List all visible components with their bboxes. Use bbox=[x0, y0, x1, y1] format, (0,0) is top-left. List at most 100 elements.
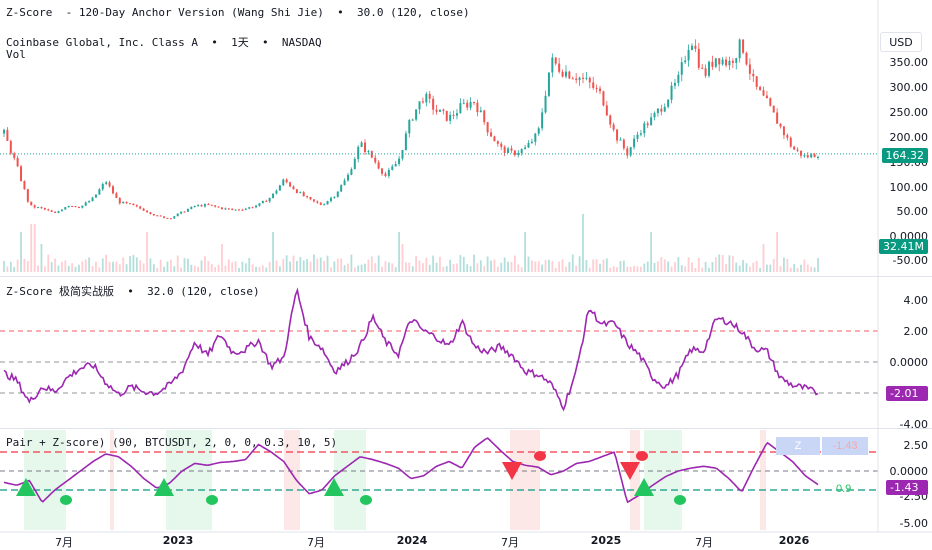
volume-bar bbox=[16, 259, 19, 272]
zscore-axis-label: -4.00 bbox=[899, 418, 928, 431]
volume-bar bbox=[629, 266, 632, 272]
candle bbox=[496, 141, 499, 144]
candle bbox=[9, 140, 12, 154]
indicator-title: Z-Score - 120-Day Anchor Version (Wang S… bbox=[6, 6, 470, 19]
candle bbox=[483, 110, 486, 123]
zscore-axis-label: 0.0000 bbox=[889, 356, 929, 369]
candle bbox=[650, 117, 653, 126]
volume-bar bbox=[718, 254, 721, 272]
volume-bar bbox=[735, 262, 738, 272]
candle bbox=[731, 60, 734, 63]
volume-bar bbox=[742, 259, 744, 272]
price-axis-label: -50.00 bbox=[892, 254, 928, 267]
candle bbox=[524, 147, 527, 150]
candle bbox=[367, 151, 370, 153]
candle bbox=[329, 197, 332, 202]
candle bbox=[231, 208, 234, 210]
candle bbox=[20, 166, 23, 182]
candle bbox=[721, 59, 724, 65]
candle bbox=[554, 57, 557, 64]
volume-bar bbox=[428, 264, 431, 272]
volume-bar bbox=[135, 257, 138, 272]
candle bbox=[622, 139, 625, 149]
volume-bar bbox=[575, 265, 578, 272]
volume-bar bbox=[469, 266, 472, 272]
candle bbox=[418, 101, 421, 110]
volume-bar bbox=[541, 264, 544, 272]
volume-bar bbox=[101, 258, 104, 272]
volume-bar bbox=[149, 258, 152, 272]
volume-bar bbox=[748, 266, 751, 272]
volume-bar bbox=[602, 259, 605, 272]
candle bbox=[176, 213, 179, 217]
volume-bar bbox=[108, 261, 111, 272]
candle bbox=[602, 91, 605, 106]
volume-bar bbox=[244, 263, 247, 272]
volume-bar bbox=[309, 261, 312, 272]
volume-bar bbox=[462, 256, 465, 272]
volume-bar bbox=[565, 266, 567, 272]
candle bbox=[810, 154, 813, 158]
candle bbox=[626, 148, 629, 156]
volume-bar bbox=[513, 255, 516, 272]
volume-bar bbox=[633, 265, 635, 272]
candle bbox=[152, 213, 155, 216]
candle bbox=[558, 63, 561, 72]
candle bbox=[98, 189, 101, 195]
volume-bar bbox=[381, 266, 383, 272]
volume-bar bbox=[687, 257, 690, 272]
signal-zone bbox=[644, 430, 682, 530]
candle bbox=[799, 150, 802, 156]
candle bbox=[54, 211, 57, 213]
volume-bar bbox=[313, 254, 315, 272]
volume-bar bbox=[670, 266, 673, 272]
volume-bar bbox=[643, 263, 646, 272]
volume-bar bbox=[432, 255, 435, 272]
candle bbox=[306, 196, 309, 198]
candle bbox=[690, 45, 693, 50]
price-tag: 164.32 bbox=[881, 148, 928, 163]
candle bbox=[656, 108, 659, 114]
volume-bar bbox=[289, 261, 291, 272]
candle bbox=[544, 95, 547, 113]
candle bbox=[340, 185, 343, 192]
zscore-axis-label: 4.00 bbox=[903, 294, 929, 307]
volume-bar bbox=[813, 267, 816, 272]
candle bbox=[108, 182, 111, 187]
pane-separator[interactable] bbox=[0, 428, 932, 429]
candle bbox=[636, 134, 639, 139]
volume-bar bbox=[234, 261, 237, 272]
currency-button[interactable]: USD bbox=[880, 32, 922, 52]
volume-bar bbox=[50, 262, 53, 272]
volume-bar bbox=[323, 260, 326, 272]
candle bbox=[129, 203, 132, 205]
volume-bar bbox=[517, 264, 520, 272]
candle bbox=[714, 58, 717, 67]
volume-bar bbox=[745, 263, 748, 272]
candle bbox=[592, 82, 595, 88]
candle bbox=[449, 114, 452, 121]
volume-bar bbox=[306, 259, 309, 272]
candle bbox=[214, 205, 217, 207]
volume-bar bbox=[500, 262, 503, 272]
candle bbox=[564, 71, 567, 77]
pane-separator[interactable] bbox=[0, 276, 932, 277]
candle bbox=[200, 205, 203, 207]
candle bbox=[776, 112, 779, 124]
candle bbox=[670, 85, 673, 100]
candle bbox=[728, 60, 731, 66]
candle bbox=[353, 159, 356, 170]
signal-zone bbox=[630, 430, 640, 530]
volume-bar bbox=[789, 267, 792, 272]
volume-bar bbox=[265, 267, 268, 272]
candle bbox=[60, 209, 63, 212]
candle bbox=[319, 202, 322, 205]
volume-tag: 32.41M bbox=[879, 239, 928, 254]
signal-zone bbox=[24, 430, 66, 530]
candle bbox=[748, 64, 751, 74]
volume-bar bbox=[258, 266, 261, 272]
candle bbox=[23, 181, 26, 190]
volume-bar bbox=[766, 264, 768, 272]
volume-bar bbox=[105, 254, 108, 272]
